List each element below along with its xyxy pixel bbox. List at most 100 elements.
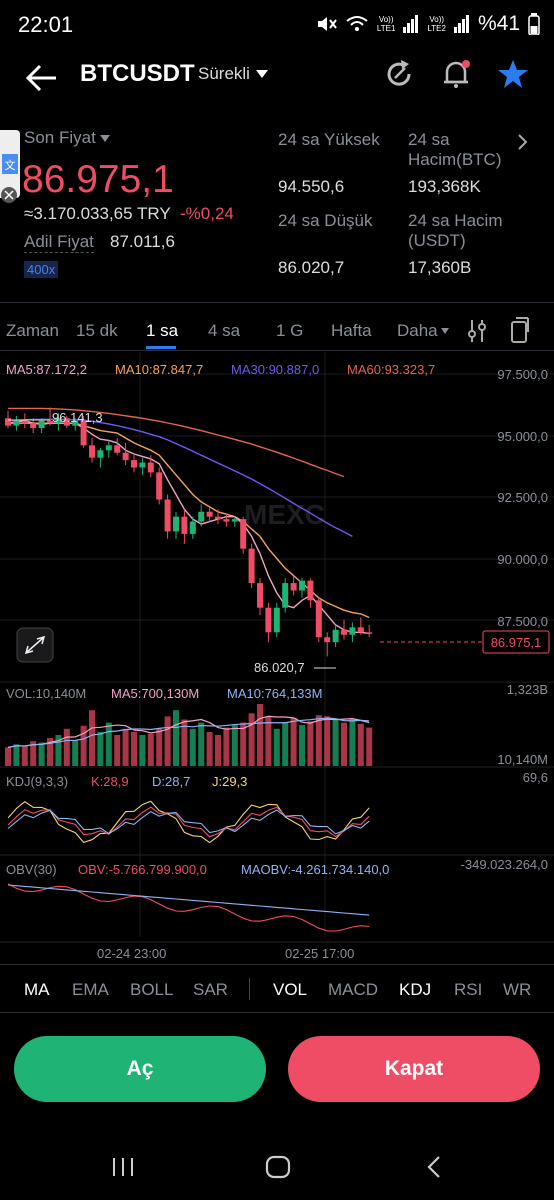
volume-bar [89, 710, 95, 766]
tab-1h[interactable]: 1 sa [146, 321, 179, 340]
tab-15m[interactable]: 15 dk [76, 321, 118, 340]
indicator-ma[interactable]: MA [24, 980, 50, 999]
caret-down-icon [440, 328, 449, 334]
settings-sliders-icon[interactable] [466, 318, 488, 344]
fair-price-label[interactable]: Adil Fiyat [24, 232, 94, 253]
volume-bar [21, 746, 28, 766]
chart-svg[interactable]: MEXC MA5:87.172,2 MA10:87.847,7 MA30:90.… [0, 352, 554, 964]
vol-ma5-legend: MA5:700,130M [111, 686, 199, 701]
volume-bar [139, 735, 146, 766]
candle-body [189, 521, 196, 534]
fullscreen-button[interactable] [16, 627, 54, 663]
maobv-legend: MAOBV:-4.261.734.140,0 [241, 862, 389, 877]
volume-bar [131, 731, 137, 766]
candle-body [206, 511, 213, 517]
volume-bar [248, 713, 255, 766]
divider [0, 350, 554, 351]
contract-type-dropdown[interactable]: Sürekli [198, 64, 268, 84]
lte2-label: Vo)) LTE2 [427, 15, 446, 33]
last-price-selector[interactable]: Son Fiyat [24, 128, 110, 148]
kdj-axis-top: 69,6 [523, 770, 548, 785]
svg-text:文: 文 [5, 158, 16, 172]
low-label: 24 sa Düşük [278, 211, 373, 230]
volume-bar [80, 725, 87, 766]
tab-more[interactable]: Daha [397, 321, 449, 341]
tab-time[interactable]: Zaman [6, 321, 59, 340]
volume-bar [164, 716, 171, 766]
candle-body [299, 580, 305, 591]
refresh-icon[interactable] [381, 56, 417, 92]
close-position-button[interactable]: Kapat [288, 1036, 540, 1102]
try-value: ≈3.170.033,65 TRY [24, 204, 171, 223]
volume-ma10-line [7, 717, 370, 748]
volume-bar [189, 728, 196, 766]
price-axis-label: 95.000,0 [497, 429, 548, 444]
home-icon[interactable] [264, 1154, 292, 1180]
chart-mode-icon[interactable] [508, 316, 530, 344]
ma60-line [8, 407, 345, 478]
volume-bar [290, 717, 297, 766]
price-axis-label: 87.500,0 [497, 614, 548, 629]
candle-body [248, 548, 255, 584]
indicator-boll[interactable]: BOLL [130, 980, 174, 999]
candle-body [357, 627, 364, 633]
volume-bar [349, 718, 356, 766]
divider [0, 1012, 554, 1013]
kdj-k-legend: K:28,9 [91, 774, 129, 789]
open-position-button[interactable]: Aç [14, 1036, 266, 1102]
bell-icon[interactable] [438, 56, 474, 92]
contract-type-label: Sürekli [198, 64, 250, 83]
volume-bar [97, 731, 104, 766]
close-widget-icon[interactable] [0, 186, 18, 204]
translate-icon: 文 [2, 154, 18, 174]
candle-body [97, 450, 104, 458]
kdj-j-legend: J:29,3 [212, 774, 247, 789]
indicator-sar[interactable]: SAR [193, 980, 228, 999]
candle-body [173, 516, 179, 532]
vol-usdt-label: 24 sa Hacim (USDT) [408, 211, 503, 250]
favorite-star-icon[interactable] [495, 56, 531, 92]
volume-bar [114, 735, 121, 766]
nav-back-icon[interactable] [424, 1154, 444, 1180]
candle-body [47, 420, 53, 424]
volume-bar [198, 722, 205, 766]
volume-bar [147, 733, 154, 766]
volume-bar [173, 710, 179, 766]
back-arrow-icon[interactable] [22, 58, 62, 98]
mute-icon [317, 17, 337, 31]
active-tab-indicator [146, 346, 176, 349]
ma60-legend: MA60:93.323,7 [347, 362, 435, 377]
candle-body [156, 472, 163, 500]
vol-btc-value: 193,368K [408, 177, 481, 196]
indicator-kdj[interactable]: KDJ [399, 980, 432, 999]
kdj-legend: KDJ(9,3,3) [6, 774, 68, 789]
indicator-vol[interactable]: VOL [273, 980, 308, 999]
indicator-wr[interactable]: WR [503, 980, 532, 999]
tab-week[interactable]: Hafta [331, 321, 372, 340]
volume-bar [47, 738, 53, 766]
volume-bar [341, 722, 347, 766]
candle-body [72, 420, 79, 426]
candle-body [122, 452, 129, 461]
chevron-right-icon[interactable] [516, 132, 530, 152]
indicator-rsi[interactable]: RSI [454, 980, 483, 999]
low-marker: 86.020,7 [254, 660, 305, 675]
symbol-title[interactable]: BTCUSDT [80, 60, 195, 87]
indicator-macd[interactable]: MACD [328, 980, 379, 999]
candle-body [89, 445, 95, 458]
timeframe-tabs: Zaman 15 dk 1 sa 4 sa 1 G Hafta Daha [0, 312, 554, 350]
time-axis-label: 02-25 17:00 [285, 946, 354, 961]
tab-4h[interactable]: 4 sa [208, 321, 241, 340]
price-panel: 文 Son Fiyat 86.975,1 ≈3.170.033,65 TRY -… [0, 118, 554, 298]
status-time: 22:01 [18, 12, 74, 37]
chart-area[interactable]: MEXC MA5:87.172,2 MA10:87.847,7 MA30:90.… [0, 352, 554, 964]
recent-apps-icon[interactable] [110, 1156, 136, 1178]
translate-widget[interactable]: 文 [0, 130, 20, 198]
kdj-j-line [7, 800, 370, 844]
tab-1d[interactable]: 1 G [276, 321, 304, 340]
volume-bar [324, 716, 331, 766]
candle-body [198, 511, 205, 522]
indicator-ema[interactable]: EMA [72, 980, 109, 999]
candle-body [341, 629, 347, 635]
candle-body [105, 445, 112, 451]
